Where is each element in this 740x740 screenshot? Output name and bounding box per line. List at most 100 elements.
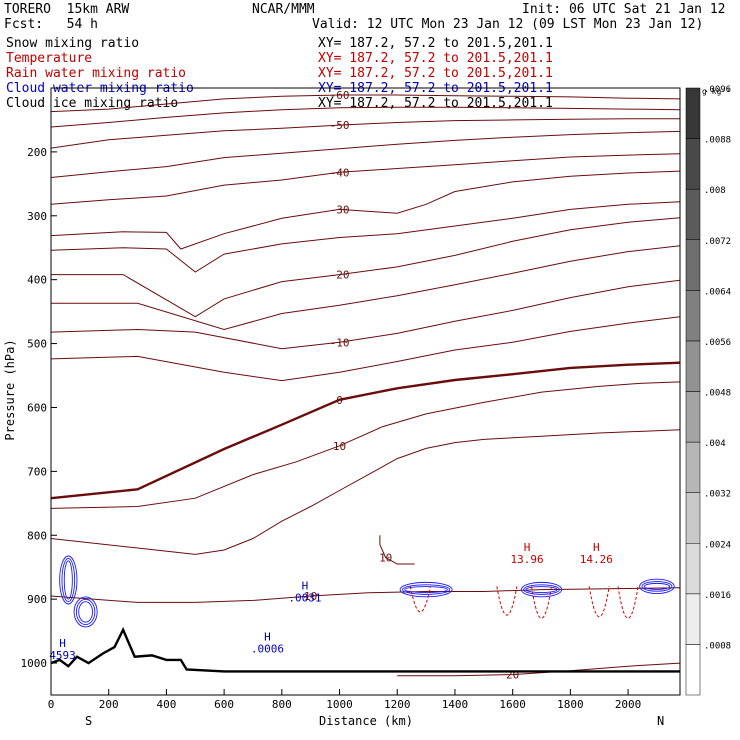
temperature-contour (50, 316, 681, 382)
cloud-water-contour (75, 598, 96, 625)
temperature-contour (397, 662, 681, 677)
cloud-water-contour (639, 578, 675, 595)
temperature-contour (50, 130, 681, 178)
colorbar-tick-label: .0032 (704, 490, 731, 500)
cloud-water-contour (641, 581, 673, 592)
colorbar-tick-label: .008 (704, 186, 726, 196)
extremum-marker: H (264, 631, 271, 644)
field-name: Snow mixing ratio (6, 36, 140, 51)
contour-label: -60 (330, 89, 350, 102)
cloud-water-contour (523, 584, 560, 595)
colorbar-segment (685, 340, 701, 392)
extremum-marker: H (593, 541, 600, 554)
x-tick-label: 1800 (557, 698, 584, 711)
contour-label: -20 (330, 269, 350, 282)
colorbar-tick-label: .0096 (704, 85, 731, 95)
init-time: Init: 06 UTC Sat 21 Jan 12 (522, 2, 726, 17)
temperature-contour (50, 361, 681, 500)
cloud-water-contour (520, 581, 563, 598)
model-center: NCAR/MMM (252, 2, 315, 17)
cloud-water-contour (643, 582, 671, 590)
colorbar-segment (685, 87, 701, 139)
extremum-value: .0006 (251, 643, 284, 656)
x-tick-label: 200 (99, 698, 119, 711)
field-name: Temperature (6, 51, 93, 66)
colorbar-segment (685, 644, 701, 696)
cloud-water-contour (61, 557, 76, 603)
south-label: S (85, 714, 92, 728)
cloud-water-contour (78, 601, 93, 623)
field-xy: XY= 187.2, 57.2 to 201.5,201.1 (318, 51, 553, 66)
extremum-marker: H (524, 541, 531, 554)
colorbar-tick-label: .0072 (704, 237, 731, 247)
extremum-value: .0031 (288, 592, 321, 605)
y-tick-label: 800 (27, 529, 47, 542)
x-tick-label: 1200 (384, 698, 411, 711)
colorbar-tick-label: .0048 (704, 389, 731, 399)
colorbar-tick-label: .0064 (704, 287, 731, 297)
contour-label: -40 (330, 166, 350, 179)
contour-label: 0 (336, 394, 343, 407)
y-tick-label: 1000 (21, 657, 48, 670)
temperature-contour (50, 118, 680, 149)
x-axis-label: Distance (km) (319, 714, 413, 728)
cloud-water-contour (59, 555, 78, 605)
temperature-contour (379, 535, 415, 565)
cloud-water-contour (525, 586, 558, 594)
y-tick-label: 400 (27, 274, 47, 287)
colorbar-segment (685, 543, 701, 595)
y-tick-label: 900 (27, 593, 47, 606)
field-name: Rain water mixing ratio (6, 66, 187, 81)
colorbar-segment (685, 138, 701, 190)
y-tick-label: 500 (27, 338, 47, 351)
temperature-contour (50, 201, 681, 273)
field-name: Cloud ice mixing ratio (6, 96, 179, 111)
colorbar-tick-label: .0088 (704, 136, 731, 146)
colorbar-tick-label: .0056 (704, 338, 731, 348)
x-tick-label: 600 (214, 698, 234, 711)
temperature-contour (50, 170, 681, 250)
colorbar-tick-label: .0008 (704, 641, 731, 651)
rain-water-contour (531, 586, 552, 619)
model-title: TORERO 15km ARW (4, 2, 130, 17)
cloud-water-contour (404, 586, 448, 594)
colorbar-unit: g kg⁻¹ (702, 87, 731, 96)
temperature-contour (50, 106, 681, 128)
temperature-contour (51, 217, 681, 318)
y-tick-label: 200 (27, 146, 47, 159)
colorbar-tick-label: .0024 (704, 540, 731, 550)
x-tick-label: 0 (48, 698, 55, 711)
y-axis-label: Pressure (hPa) (3, 339, 17, 440)
plot-frame (50, 87, 681, 696)
colorbar-segment (685, 492, 701, 544)
extremum-value: 13.96 (511, 553, 544, 566)
y-tick-label: 700 (27, 465, 47, 478)
colorbar-segment (685, 239, 701, 291)
temperature-contour (50, 381, 681, 509)
colorbar-tick-label: .0016 (704, 591, 731, 601)
terrain-line (50, 626, 680, 673)
y-tick-label: 600 (27, 401, 47, 414)
contour-label: -50 (330, 119, 350, 132)
field-xy: XY= 187.2, 57.2 to 201.5,201.1 (318, 66, 553, 81)
contour-label: -10 (330, 336, 350, 349)
colorbar-segment (685, 290, 701, 342)
temperature-contour (50, 279, 681, 350)
contour-label: 10 (379, 552, 392, 565)
colorbar-segment (685, 593, 701, 645)
x-tick-label: 2000 (615, 698, 642, 711)
temperature-contour (50, 587, 681, 603)
valid-time: Valid: 12 UTC Mon 23 Jan 12 (09 LST Mon … (312, 17, 704, 32)
y-tick-label: 300 (27, 210, 47, 223)
temperature-contour (50, 94, 681, 113)
cloud-water-contour (63, 560, 73, 600)
north-label: N (657, 714, 664, 728)
rain-water-contour (617, 586, 639, 619)
rain-water-contour (409, 586, 431, 613)
contour-label: 10 (333, 440, 346, 453)
colorbar-segment (685, 188, 701, 241)
x-tick-label: 800 (272, 698, 292, 711)
x-tick-label: 1400 (442, 698, 469, 711)
extremum-value: 14.26 (580, 553, 613, 566)
